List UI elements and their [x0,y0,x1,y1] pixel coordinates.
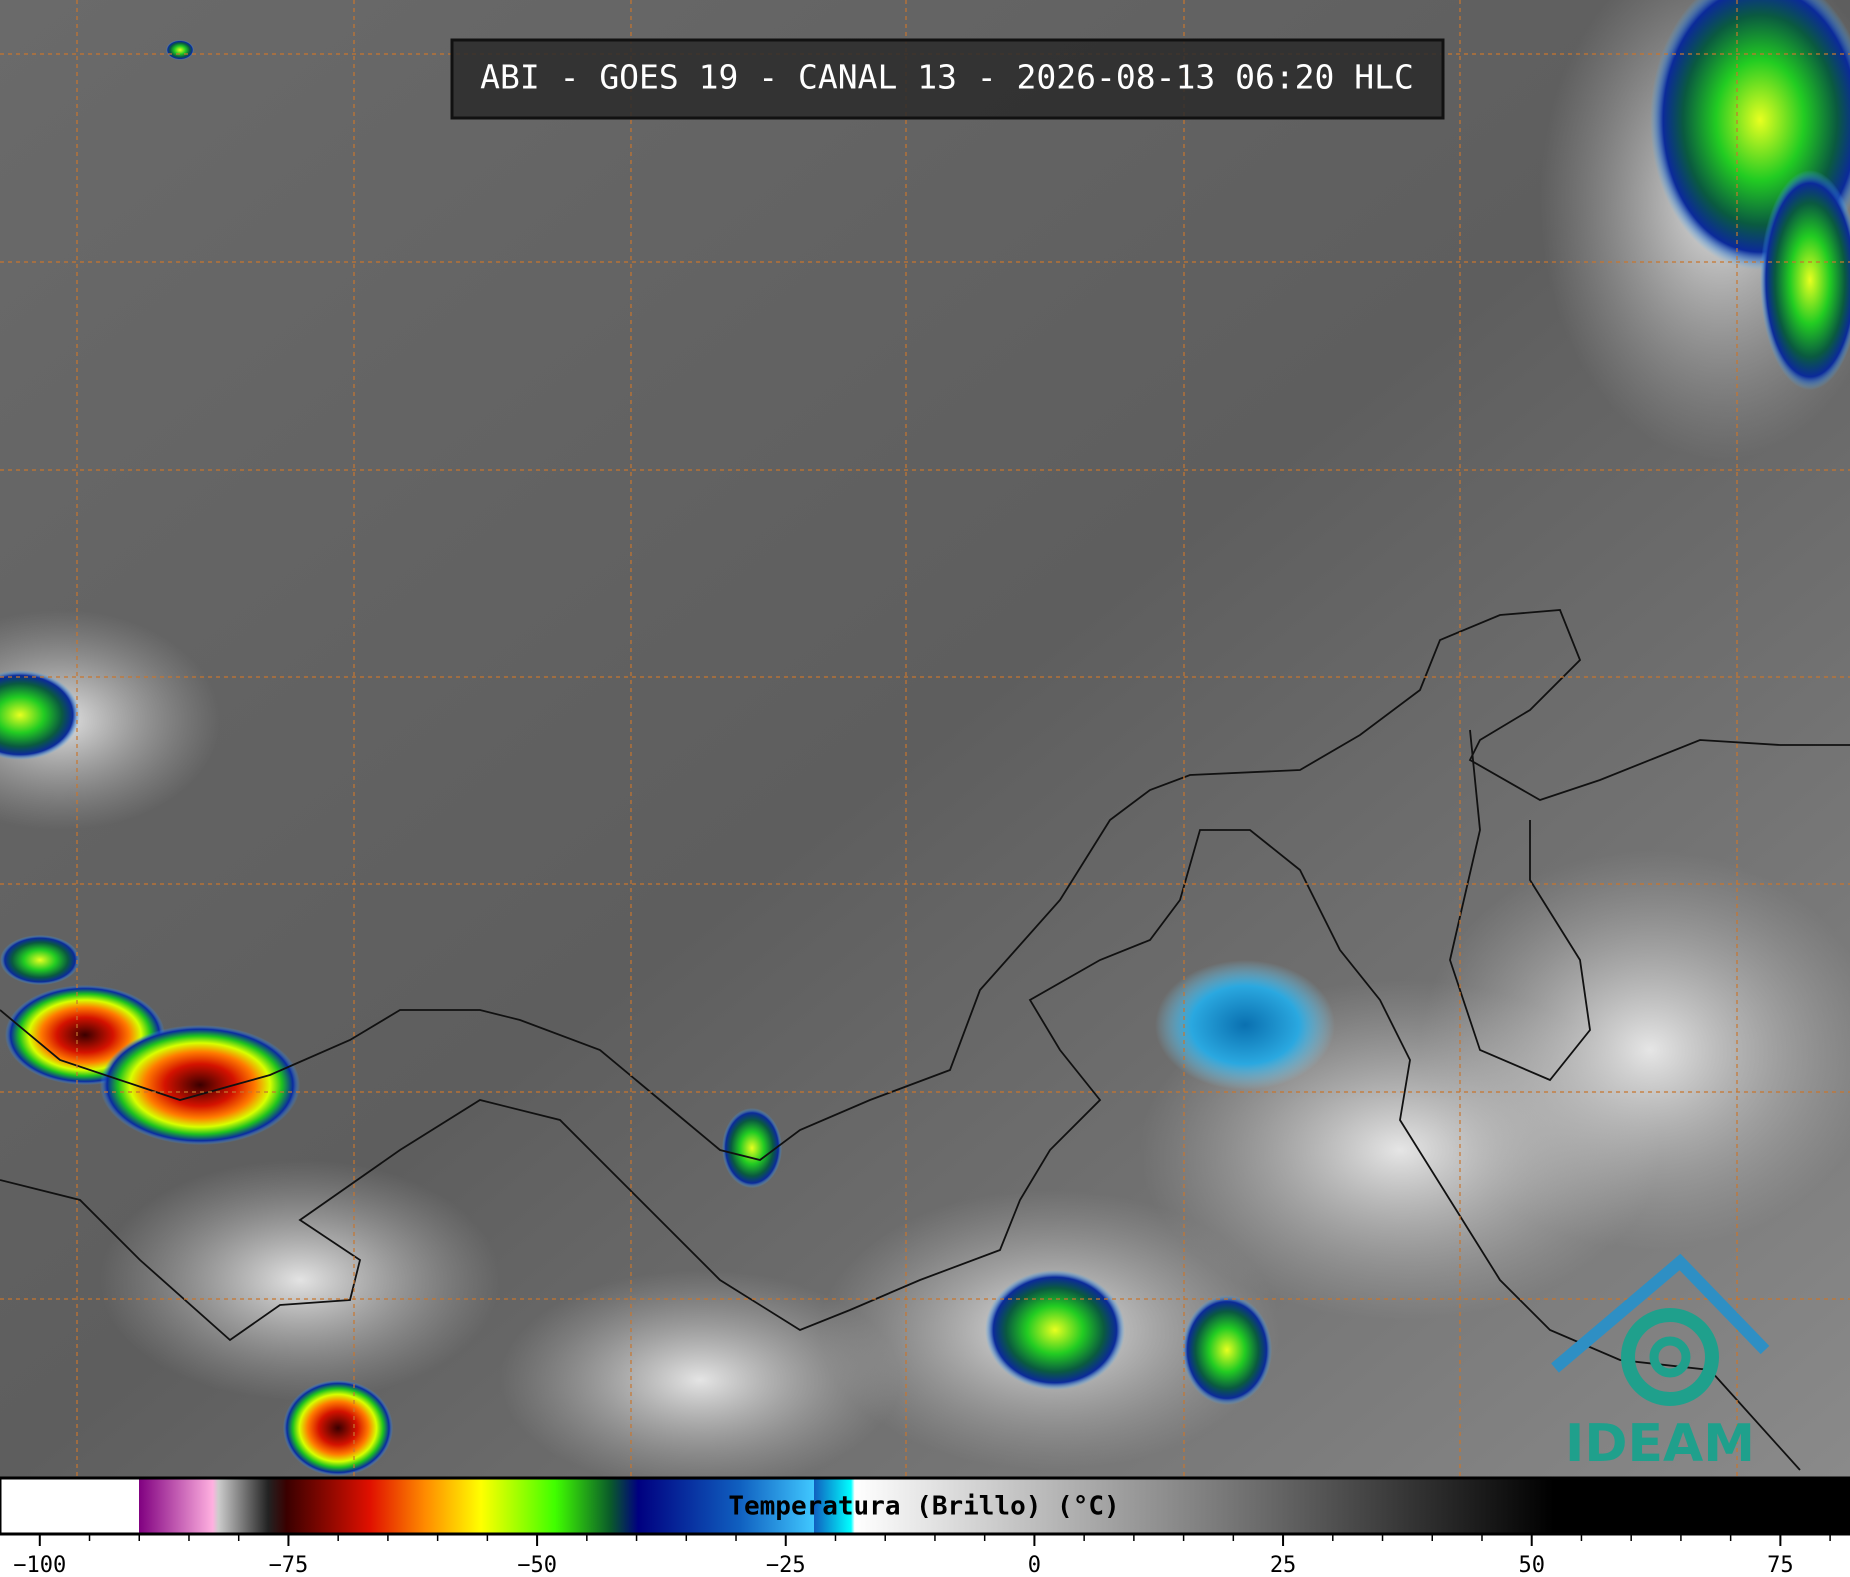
tick-label: 75 [1767,1553,1794,1577]
tick-label: −25 [766,1553,806,1577]
tick-label: 0 [1028,1553,1041,1577]
logo-text: IDEAM [1565,1414,1755,1474]
tick-label: 50 [1518,1553,1545,1577]
colorbar-label: Temperatura (Brillo) (°C) [728,1492,1119,1522]
tick-label: 25 [1270,1553,1297,1577]
tick-label: −100 [13,1553,66,1577]
logo: IDEAM [1551,1253,1770,1474]
colorbar [0,1476,1850,1536]
tick-label: −75 [269,1553,309,1577]
convective-cells [0,0,1850,1476]
graticule [0,0,1850,1478]
tick-label: −50 [517,1553,557,1577]
colorbar-ticks: −100 −75 −50 −25 0 25 50 75 [13,1534,1831,1577]
title: ABI - GOES 19 - CANAL 13 - 2026-08-13 06… [480,58,1414,97]
coastlines [0,609,1850,1471]
title-box [450,38,1445,120]
